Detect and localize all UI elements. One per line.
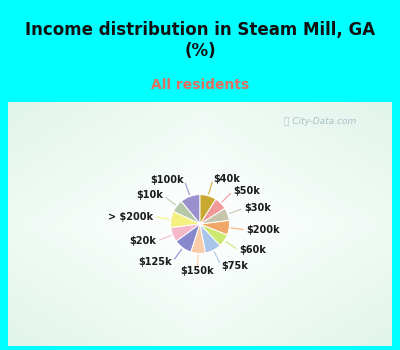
Wedge shape — [171, 224, 200, 241]
Wedge shape — [173, 201, 200, 224]
Text: $200k: $200k — [247, 225, 280, 235]
Wedge shape — [171, 211, 200, 228]
Wedge shape — [200, 220, 229, 235]
Text: $50k: $50k — [233, 186, 260, 196]
Wedge shape — [200, 224, 220, 253]
Wedge shape — [200, 199, 225, 224]
Text: $60k: $60k — [239, 245, 266, 256]
Text: $40k: $40k — [213, 174, 240, 184]
Text: Income distribution in Steam Mill, GA
(%): Income distribution in Steam Mill, GA (%… — [25, 21, 375, 60]
Text: $100k: $100k — [150, 175, 184, 185]
Text: $125k: $125k — [139, 257, 172, 267]
Wedge shape — [181, 195, 200, 224]
Wedge shape — [200, 208, 229, 224]
Text: ⓘ City-Data.com: ⓘ City-Data.com — [284, 117, 357, 126]
Text: $75k: $75k — [221, 261, 248, 271]
Text: All residents: All residents — [151, 78, 249, 92]
Wedge shape — [200, 195, 216, 224]
Text: > $200k: > $200k — [108, 212, 154, 222]
Wedge shape — [191, 224, 206, 253]
Wedge shape — [176, 224, 200, 252]
Wedge shape — [200, 224, 227, 245]
Text: $10k: $10k — [136, 190, 163, 200]
Text: $20k: $20k — [129, 236, 156, 246]
Text: $30k: $30k — [244, 203, 271, 213]
Text: $150k: $150k — [180, 266, 214, 276]
